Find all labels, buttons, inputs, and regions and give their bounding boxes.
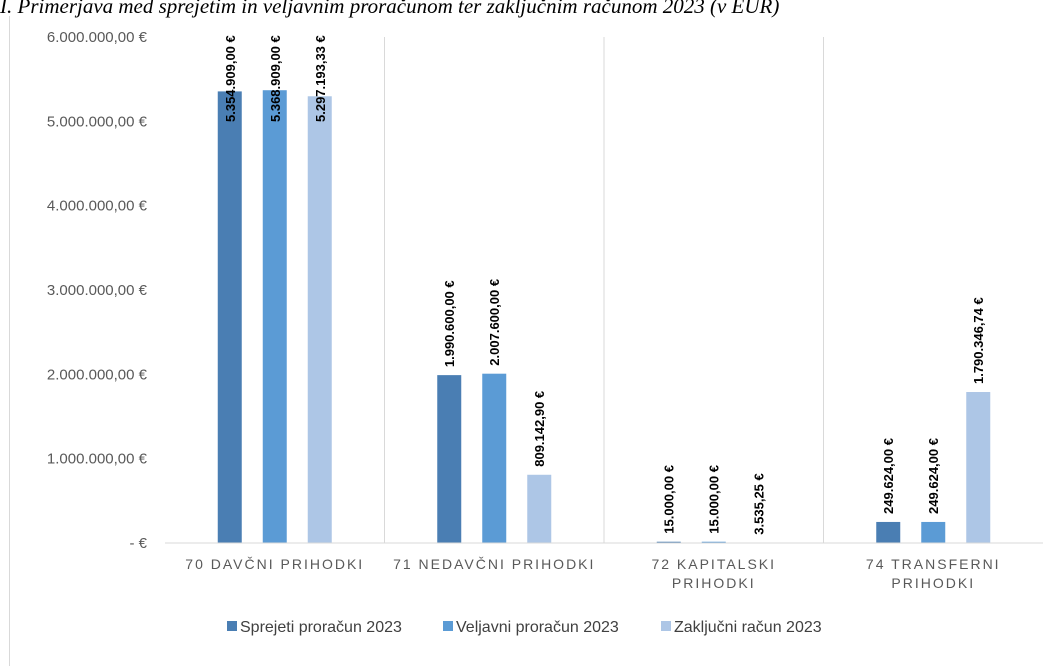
data-label: 5.297.193,33 €: [313, 35, 328, 122]
x-tick-label: 70 DAVČNI PRIHODKI: [185, 556, 364, 572]
data-label: 5.354.909,00 €: [223, 35, 238, 122]
data-label: 15.000,00 €: [662, 465, 677, 534]
y-tick-label: 1.000.000,00 €: [47, 451, 148, 468]
y-tick-label: 4.000.000,00 €: [47, 198, 148, 215]
y-tick-label: 6.000.000,00 €: [47, 29, 148, 46]
legend-swatch: [227, 621, 237, 631]
data-label: 5.368.909,00 €: [268, 35, 283, 122]
data-label: 1.990.600,00 €: [442, 280, 457, 367]
data-label: 1.790.346,74 €: [971, 297, 986, 384]
bar: [263, 90, 287, 543]
legend-label: Zaključni račun 2023: [674, 619, 822, 636]
bar: [218, 91, 242, 543]
bar: [966, 392, 990, 543]
data-label: 249.624,00 €: [926, 438, 941, 514]
x-tick-label: 72 KAPITALSKI: [651, 556, 776, 572]
legend-swatch: [661, 621, 671, 631]
data-label: 809.142,90 €: [532, 391, 547, 467]
x-tick-label: 71 NEDAVČNI PRIHODKI: [393, 556, 595, 572]
bar: [482, 374, 506, 543]
chart-figure: I. Primerjava med sprejetim in veljavnim…: [0, 0, 1054, 650]
bar: [921, 522, 945, 543]
data-label: 2.007.600,00 €: [487, 279, 502, 366]
x-tick-label: PRIHODKI: [891, 575, 975, 591]
data-label: 3.535,25 €: [752, 473, 767, 534]
y-tick-label: - €: [129, 535, 147, 552]
bar: [527, 475, 551, 543]
legend-swatch: [443, 621, 453, 631]
bar-chart: 6.000.000,00 € 5.000.000,00 € 4.000.000,00…: [0, 0, 1054, 650]
legend-label: Veljavni proračun 2023: [456, 619, 619, 636]
y-tick-label: 5.000.000,00 €: [47, 113, 148, 130]
bar: [876, 522, 900, 543]
y-tick-label: 2.000.000,00 €: [47, 366, 148, 383]
y-tick-label: 3.000.000,00 €: [47, 282, 148, 299]
bar: [437, 375, 461, 543]
legend-label: Sprejeti proračun 2023: [240, 619, 402, 636]
x-tick-label: 74 TRANSFERNI: [866, 556, 1001, 572]
data-label: 15.000,00 €: [707, 465, 722, 534]
bar: [308, 96, 332, 543]
x-tick-label: PRIHODKI: [672, 575, 756, 591]
data-label: 249.624,00 €: [881, 438, 896, 514]
